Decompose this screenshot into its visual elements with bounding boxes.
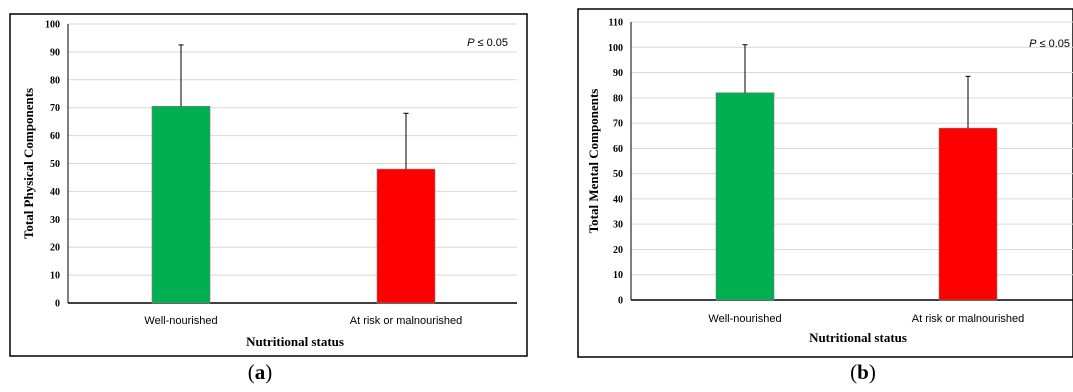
y-tick-label: 10: [50, 271, 60, 282]
category-label: At risk or malnourished: [350, 315, 463, 327]
p-value-annotation: P ≤ 0.05: [467, 37, 508, 49]
p-symbol: P: [467, 37, 475, 49]
y-tick-label: 100: [45, 20, 60, 31]
y-tick-label: 0: [55, 299, 60, 310]
bar-at-risk: [938, 127, 998, 301]
p-symbol: P: [1029, 38, 1037, 50]
chart-a-svg: 0 10 20 30 40 50 60 70 80 90 100 Well-nourished At r…: [9, 13, 528, 357]
y-tick-label: 30: [50, 215, 60, 226]
category-label: At risk or malnourished: [912, 313, 1025, 325]
y-tick-label: 50: [613, 169, 623, 180]
p-threshold: ≤ 0.05: [474, 37, 508, 49]
y-tick-label: 0: [618, 296, 623, 307]
p-threshold: ≤ 0.05: [1036, 38, 1070, 50]
bar-well-nourished: [715, 92, 775, 301]
y-tick-label: 20: [613, 245, 623, 256]
y-axis-title: Total Mental Components: [586, 89, 601, 234]
chart-frame: [577, 8, 1073, 358]
chart-panel-a: 0 10 20 30 40 50 60 70 80 90 100 Well-nourished At r…: [0, 0, 536, 392]
bar-at-risk: [376, 168, 436, 304]
bar-well-nourished: [151, 106, 211, 304]
y-tick-label: 70: [613, 119, 623, 130]
y-tick-label: 90: [613, 68, 623, 79]
category-label: Well-nourished: [144, 315, 217, 327]
y-tick-label: 100: [608, 43, 623, 54]
panel-caption-b: (b): [850, 360, 876, 384]
y-tick-label: 60: [50, 131, 60, 142]
chart-frame: [9, 13, 528, 357]
y-tick-label: 80: [613, 93, 623, 104]
y-tick-label: 60: [613, 144, 623, 155]
y-tick-label: 80: [50, 75, 60, 86]
y-axis-title: Total Physical Components: [21, 88, 36, 239]
y-tick-label: 40: [50, 187, 60, 198]
y-tick-label: 90: [50, 47, 60, 58]
panel-caption-a: (a): [247, 360, 273, 384]
y-tick-label: 10: [613, 270, 623, 281]
y-tick-label: 20: [50, 243, 60, 254]
y-tick-label: 40: [613, 194, 623, 205]
chart-panel-b: 0 10 20 30 40 50 60 70 80 90 100 110 Well-nourished A…: [536, 0, 1073, 392]
y-tick-label: 30: [613, 220, 623, 231]
x-axis-title: Nutritional status: [246, 334, 344, 349]
p-value-annotation: P ≤ 0.05: [1029, 38, 1070, 50]
x-axis-title: Nutritional status: [809, 330, 907, 345]
panel-label-a: a: [254, 360, 266, 384]
panel-label-b: b: [857, 360, 869, 384]
category-label: Well-nourished: [708, 313, 781, 325]
y-tick-label: 50: [50, 159, 60, 170]
y-tick-label: 110: [609, 18, 623, 29]
chart-b-svg: 0 10 20 30 40 50 60 70 80 90 100 110 Well-nourished A…: [577, 8, 1073, 358]
y-tick-label: 70: [50, 103, 60, 114]
